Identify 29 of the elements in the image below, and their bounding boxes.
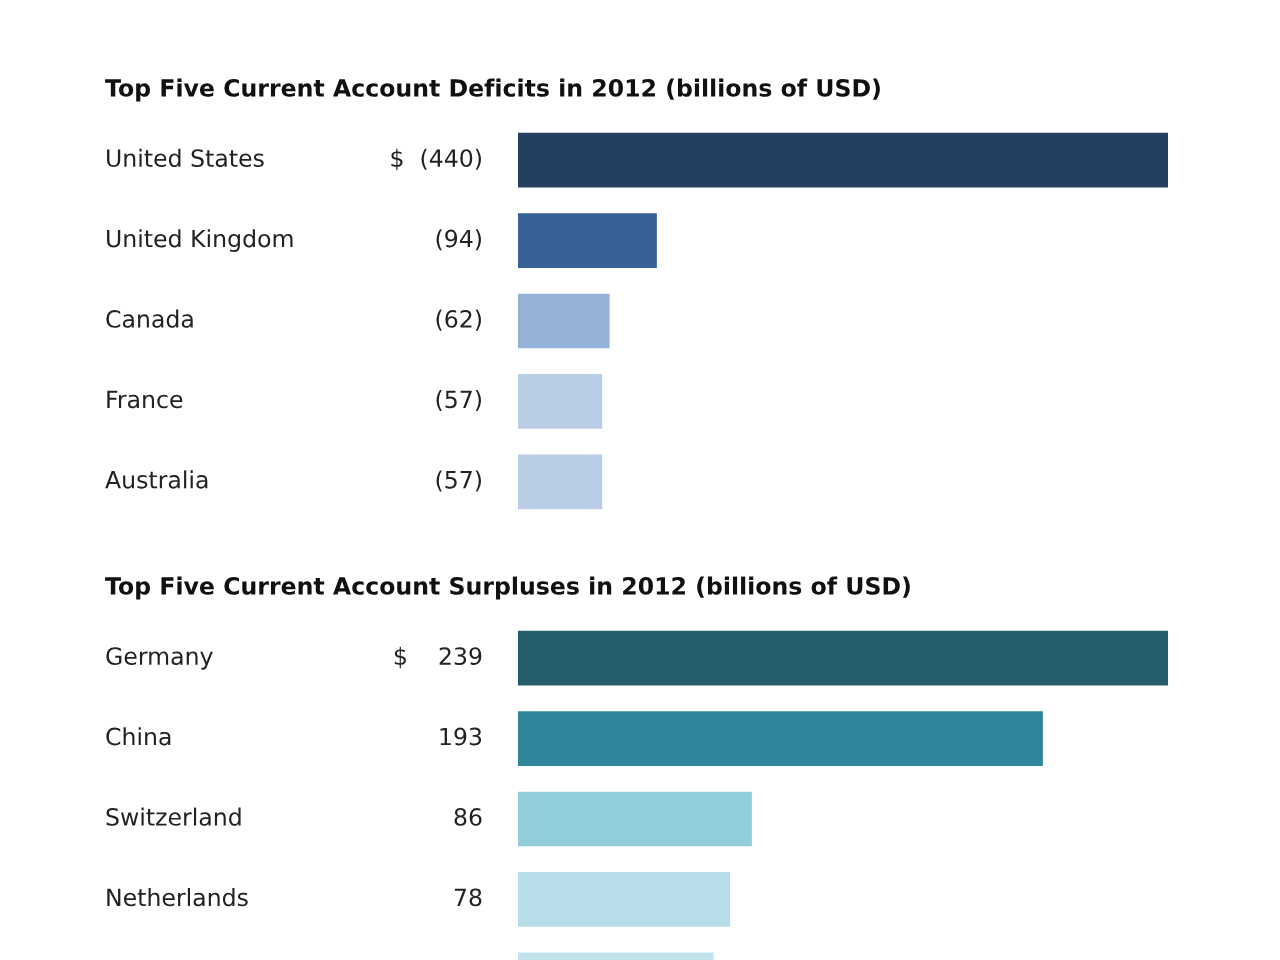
category-label: United States xyxy=(107,148,264,168)
chart-title: Top Five Current Account Deficits in 2012 (billions of USD) xyxy=(105,78,880,102)
data-label: (57) xyxy=(436,470,481,492)
data-label: (57) xyxy=(436,390,481,412)
bar xyxy=(518,293,610,349)
category-label: Switzerland xyxy=(106,807,241,826)
bar xyxy=(518,454,603,510)
data-label: 86 xyxy=(454,807,482,826)
category-label: Australia xyxy=(105,470,208,489)
data-label: 193 xyxy=(440,727,482,746)
category-label: China xyxy=(106,727,171,746)
bar xyxy=(518,630,1168,686)
category-label: Germany xyxy=(106,647,213,670)
bar xyxy=(518,213,657,268)
data-label: 78 xyxy=(454,888,482,907)
data-label: (62) xyxy=(436,309,481,331)
bar xyxy=(518,132,1168,188)
data-label: (94) xyxy=(436,229,481,251)
category-label: Canada xyxy=(106,309,193,328)
bar xyxy=(518,711,1043,766)
category-label: United Kingdom xyxy=(107,229,293,253)
data-label: $ (440) xyxy=(391,148,481,171)
data-label: $ 239 xyxy=(394,646,482,669)
bar xyxy=(518,374,603,429)
chart-title: Top Five Current Account Surpluses in 2012 (billions of USD) xyxy=(105,576,910,600)
bar xyxy=(518,791,752,847)
category-label: France xyxy=(107,390,183,409)
category-label: Netherlands xyxy=(107,887,248,907)
bar xyxy=(518,872,731,927)
